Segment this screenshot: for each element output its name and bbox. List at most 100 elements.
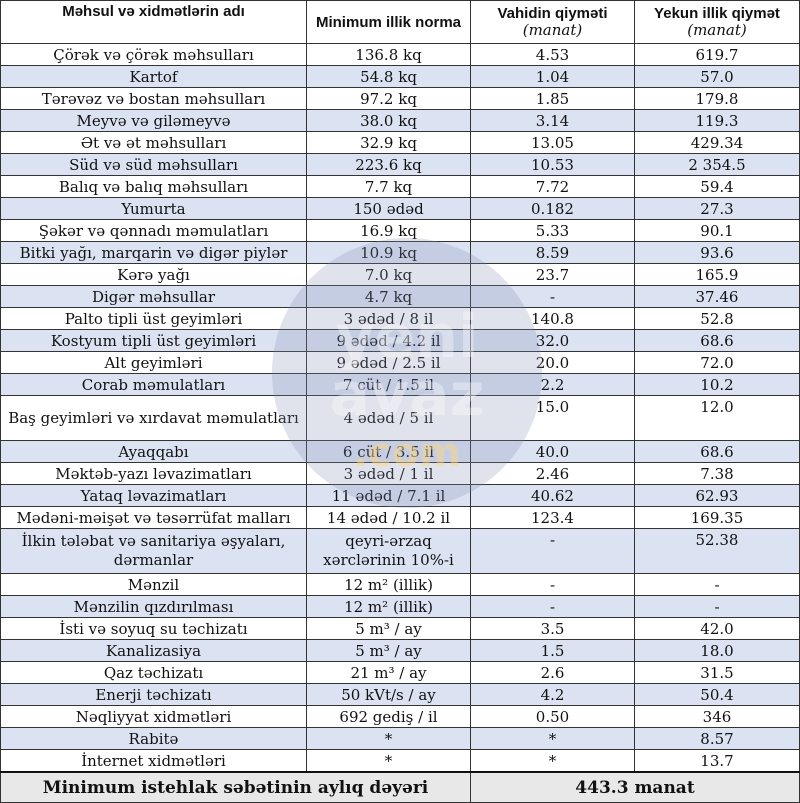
table-row: İsti və soyuq su təchizatı 5 m³ / ay 3.5 42…: [0, 617, 800, 640]
cell-name: Mənzil: [0, 573, 307, 596]
cell-unit-price: 0.50: [470, 705, 635, 728]
table-row: Enerji təchizatı 50 kVt/s / ay 4.2 50.4: [0, 683, 800, 706]
cell-name: Bitki yağı, marqarin və digər piylər: [0, 241, 307, 264]
table-row: Mənzil 12 m² (illik) - -: [0, 573, 800, 596]
table-row: Mənzilin qızdırılması 12 m² (illik) - -: [0, 595, 800, 618]
cell-norm: 12 m² (illik): [306, 573, 471, 596]
cell-total: 7.38: [634, 462, 800, 485]
table-row: Rabitə * * 8.57: [0, 727, 800, 750]
cell-total: 31.5: [634, 661, 800, 684]
cell-total: -: [634, 595, 800, 618]
table-row: Ayaqqabı 6 cüt / 3.5 il 40.0 68.6: [0, 440, 800, 463]
cell-norm: qeyri-ərzaq xərclərinin 10%-i: [306, 528, 471, 574]
cell-unit-price: 0.182: [470, 197, 635, 220]
table-header-row: Məhsul və xidmətlərin adı Minimum illik …: [0, 0, 800, 44]
cell-name: Mədəni-məişət və təsərrüfat malları: [0, 506, 307, 529]
header-total-unit: (manat): [687, 21, 747, 39]
cell-unit-price: 23.7: [470, 263, 635, 286]
cell-norm: 12 m² (illik): [306, 595, 471, 618]
cell-name: Alt geyimləri: [0, 351, 307, 374]
cell-name: Ayaqqabı: [0, 440, 307, 463]
cell-name: Yumurta: [0, 197, 307, 220]
cell-norm: 11 ədəd / 7.1 il: [306, 484, 471, 507]
table-row: Şəkər və qənnadı məmulatları 16.9 kq 5.33 9…: [0, 219, 800, 242]
table-row: İlkin tələbat və sanitariya əşyaları, də…: [0, 528, 800, 574]
cell-unit-price: *: [470, 749, 635, 773]
table-row: Qaz təchizatı 21 m³ / ay 2.6 31.5: [0, 661, 800, 684]
cell-norm: 3 ədəd / 8 il: [306, 307, 471, 330]
cell-total: 37.46: [634, 285, 800, 308]
table-row: Balıq və balıq məhsulları 7.7 kq 7.72 59.4: [0, 175, 800, 198]
cell-total: 179.8: [634, 87, 800, 110]
cell-name: Meyvə və giləmeyvə: [0, 109, 307, 132]
cell-unit-price: 8.59: [470, 241, 635, 264]
cell-name: Balıq və balıq məhsulları: [0, 175, 307, 198]
cell-unit-price: 123.4: [470, 506, 635, 529]
cell-unit-price: 13.05: [470, 131, 635, 154]
cell-norm: 21 m³ / ay: [306, 661, 471, 684]
cell-total: 59.4: [634, 175, 800, 198]
table-row: Kanalizasiya 5 m³ / ay 1.5 18.0: [0, 639, 800, 662]
table-row: Corab məmulatları 7 cüt / 1.5 il 2.2 10.2: [0, 373, 800, 396]
cell-norm: 4 ədəd / 5 il: [306, 395, 471, 441]
cell-norm: 7 cüt / 1.5 il: [306, 373, 471, 396]
cell-norm: *: [306, 727, 471, 750]
cell-total: 93.6: [634, 241, 800, 264]
cell-unit-price: -: [470, 595, 635, 618]
cell-total: 18.0: [634, 639, 800, 662]
cell-total: 169.35: [634, 506, 800, 529]
table-row: Kostyum tipli üst geyimləri 9 ədəd / 4.2 …: [0, 329, 800, 352]
cell-norm: 136.8 kq: [306, 43, 471, 66]
table-row: Meyvə və giləmeyvə 38.0 kq 3.14 119.3: [0, 109, 800, 132]
cell-name: Nəqliyyat xidmətləri: [0, 705, 307, 728]
cell-total: 429.34: [634, 131, 800, 154]
header-total: Yekun illik qiymət (manat): [634, 0, 800, 44]
header-norm: Minimum illik norma: [306, 0, 471, 44]
cell-norm: 50 kVt/s / ay: [306, 683, 471, 706]
cell-norm: 9 ədəd / 4.2 il: [306, 329, 471, 352]
cell-total: 10.2: [634, 373, 800, 396]
cell-total: 27.3: [634, 197, 800, 220]
cell-unit-price: 2.6: [470, 661, 635, 684]
table-row: Yataq ləvazimatları 11 ədəd / 7.1 il 40.62…: [0, 484, 800, 507]
cell-name: Çörək və çörək məhsulları: [0, 43, 307, 66]
cell-name: Məktəb-yazı ləvazimatları: [0, 462, 307, 485]
cell-norm: 54.8 kq: [306, 65, 471, 88]
table-row: Yumurta 150 ədəd 0.182 27.3: [0, 197, 800, 220]
table-body: Çörək və çörək məhsulları 136.8 kq 4.53 619…: [0, 43, 800, 773]
cell-total: 42.0: [634, 617, 800, 640]
cell-norm: 7.7 kq: [306, 175, 471, 198]
table-row: Çörək və çörək məhsulları 136.8 kq 4.53 619…: [0, 43, 800, 66]
cell-name: Digər məhsullar: [0, 285, 307, 308]
table-footer-row: Minimum istehlak səbətinin aylıq dəyəri …: [0, 771, 800, 803]
cell-unit-price: -: [470, 528, 635, 574]
cell-total: 12.0: [634, 395, 800, 441]
cell-total: 346: [634, 705, 800, 728]
cell-norm: 14 ədəd / 10.2 il: [306, 506, 471, 529]
cell-total: 50.4: [634, 683, 800, 706]
cell-unit-price: 4.53: [470, 43, 635, 66]
cell-unit-price: 7.72: [470, 175, 635, 198]
cell-norm: 7.0 kq: [306, 263, 471, 286]
cell-total: 119.3: [634, 109, 800, 132]
cell-name: Enerji təchizatı: [0, 683, 307, 706]
table-row: Tərəvəz və bostan məhsulları 97.2 kq 1.85 1…: [0, 87, 800, 110]
cell-norm: 16.9 kq: [306, 219, 471, 242]
cell-unit-price: 10.53: [470, 153, 635, 176]
cell-unit-price: 2.46: [470, 462, 635, 485]
cell-norm: 5 m³ / ay: [306, 639, 471, 662]
table-row: Bitki yağı, marqarin və digər piylər 10.9…: [0, 241, 800, 264]
table-row: Məktəb-yazı ləvazimatları 3 ədəd / 1 il 2.…: [0, 462, 800, 485]
cell-unit-price: 1.85: [470, 87, 635, 110]
cell-name: Kartof: [0, 65, 307, 88]
cell-total: 619.7: [634, 43, 800, 66]
cell-unit-price: 40.0: [470, 440, 635, 463]
cell-norm: 6 cüt / 3.5 il: [306, 440, 471, 463]
cell-unit-price: 5.33: [470, 219, 635, 242]
footer-value: 443.3 manat: [470, 771, 800, 803]
cell-unit-price: 20.0: [470, 351, 635, 374]
cell-name: İnternet xidmətləri: [0, 749, 307, 773]
table-row: İnternet xidmətləri * * 13.7: [0, 749, 800, 773]
header-unit-price-label: Vahidin qiyməti: [497, 5, 608, 22]
